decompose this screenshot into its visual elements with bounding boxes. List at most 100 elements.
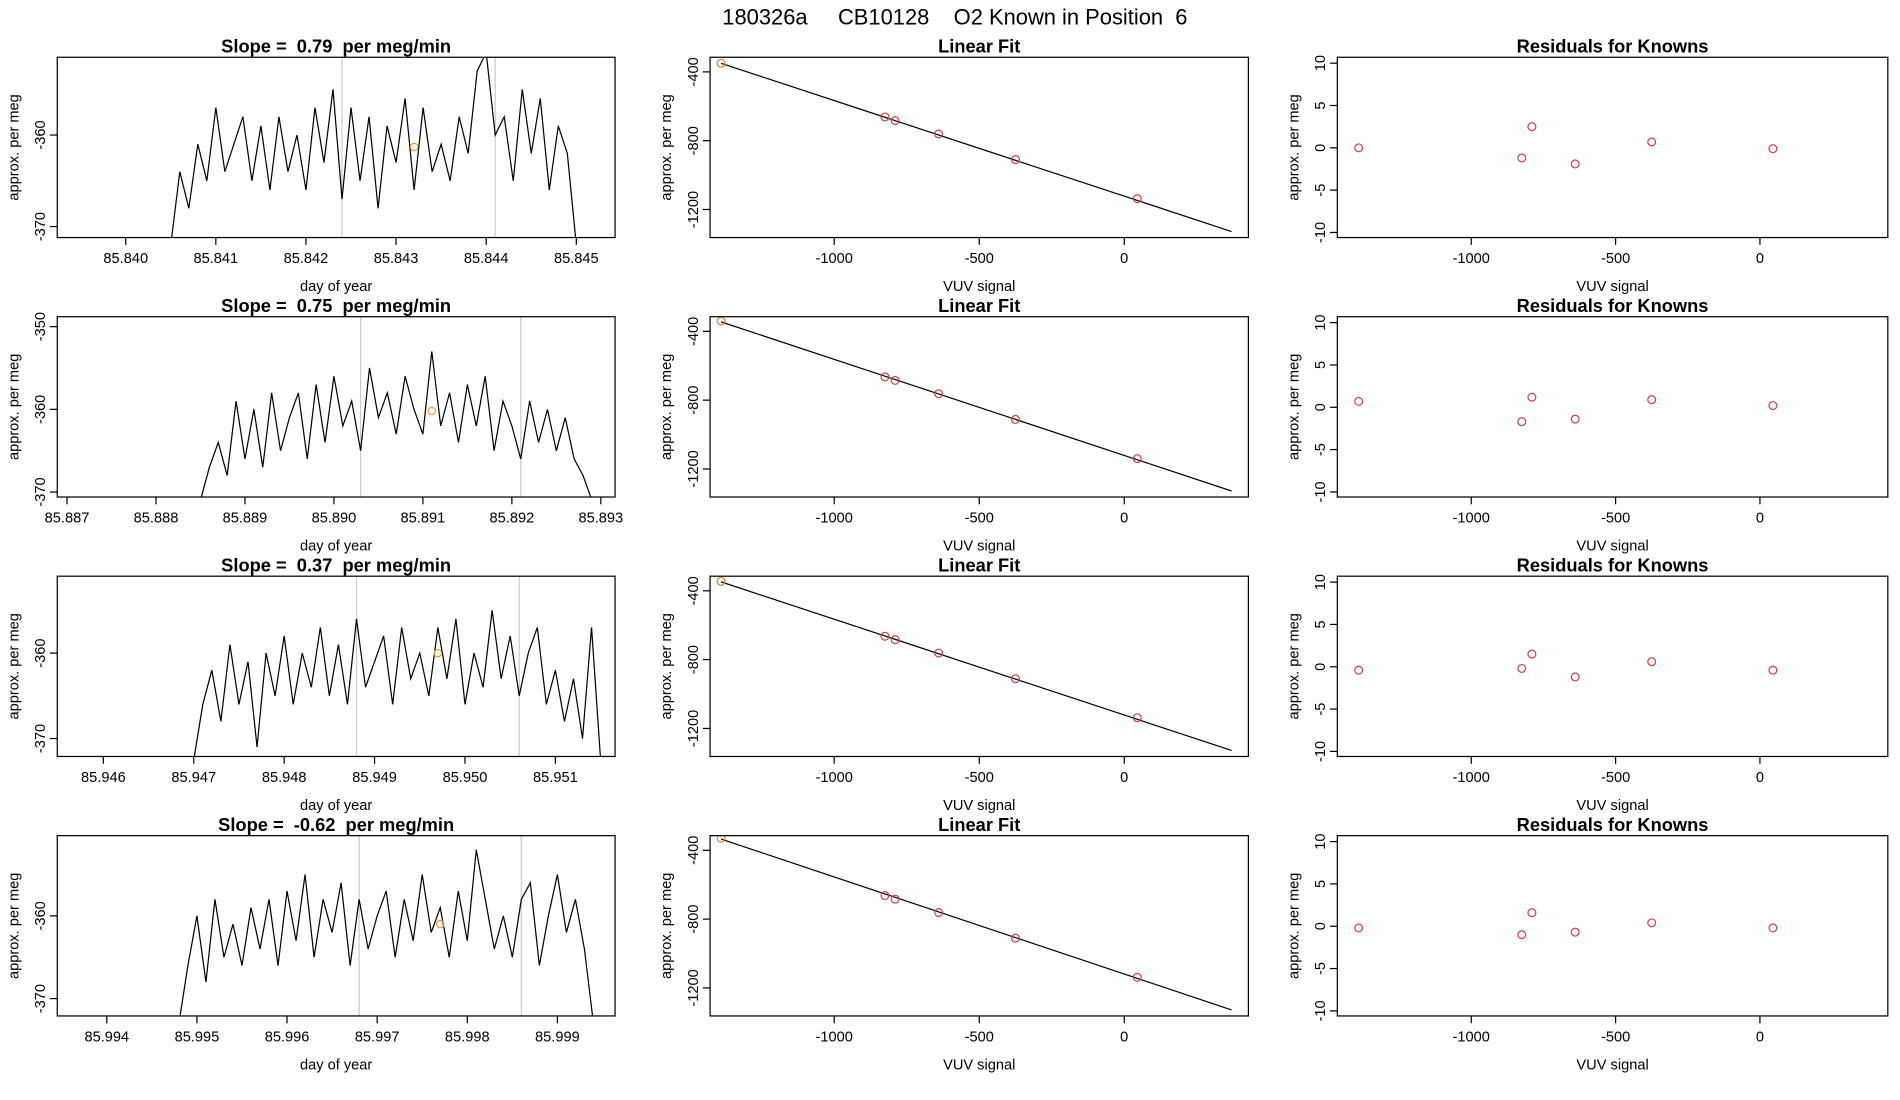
y-tick-label: -360 <box>33 638 49 667</box>
x-tick-label: 85.951 <box>533 770 578 786</box>
x-tick-label: -1000 <box>816 770 853 786</box>
y-tick-label: 5 <box>1313 101 1329 109</box>
point <box>1354 396 1364 406</box>
y-axis-label: approx. per meg <box>6 873 22 979</box>
y-tick-label: -370 <box>33 477 49 506</box>
x-tick-label: 85.995 <box>175 1030 220 1046</box>
y-tick-label: -360 <box>33 120 49 149</box>
y-axis-label: approx. per meg <box>659 354 675 460</box>
x-axis-label: VUV signal <box>1576 798 1648 814</box>
point <box>1527 649 1537 659</box>
data-line <box>171 57 577 238</box>
y-tick-label: -800 <box>686 904 702 933</box>
y-tick-label: 5 <box>1313 620 1329 628</box>
point <box>890 635 900 645</box>
y-tick-label: 0 <box>1313 403 1329 411</box>
plot-area <box>1354 392 1778 427</box>
point <box>1517 153 1527 163</box>
y-axis-label: approx. per meg <box>6 613 22 719</box>
point <box>1132 972 1142 982</box>
x-tick-label: 85.997 <box>355 1030 400 1046</box>
x-axis-label: day of year <box>300 279 372 295</box>
fit-line <box>720 581 1232 752</box>
x-tick-label: -1000 <box>1453 770 1490 786</box>
plot-frame <box>709 575 1250 758</box>
panel-title: Slope = 0.37 per meg/min <box>221 554 451 575</box>
point <box>1527 908 1537 918</box>
x-tick-label: 0 <box>1120 1030 1128 1046</box>
point <box>934 129 944 139</box>
point <box>1132 454 1142 464</box>
point <box>1647 918 1657 928</box>
plot-area <box>200 316 592 498</box>
plot-area <box>716 576 1232 752</box>
x-tick-label: 85.889 <box>223 511 268 527</box>
panel: Slope = -0.62 per meg/min day of year appr… <box>6 814 616 1074</box>
x-tick-label: 85.946 <box>81 770 126 786</box>
y-tick-label: 10 <box>1313 55 1329 71</box>
point <box>716 58 726 68</box>
x-tick-label: 0 <box>1120 511 1128 527</box>
x-tick-label: 85.998 <box>445 1030 490 1046</box>
x-tick-label: 85.887 <box>45 511 90 527</box>
point <box>1768 923 1778 933</box>
y-tick-label: 0 <box>1313 922 1329 930</box>
x-axis-label: day of year <box>300 539 372 555</box>
point <box>890 894 900 904</box>
point <box>1132 713 1142 723</box>
x-tick-label: -500 <box>1601 511 1630 527</box>
panel: Slope = 0.37 per meg/min day of year appro… <box>6 554 616 814</box>
plot-frame <box>709 56 1250 239</box>
x-tick-label: -500 <box>965 511 994 527</box>
x-tick-label: 85.893 <box>578 511 623 527</box>
panel: Linear Fit VUV signal approx. per meg -1000… <box>659 814 1250 1074</box>
data-line <box>193 610 601 757</box>
plot-frame <box>1336 56 1889 239</box>
y-tick-label: -360 <box>33 901 49 930</box>
x-axis-label: VUV signal <box>943 539 1015 555</box>
y-axis-label: approx. per meg <box>659 613 675 719</box>
x-axis-label: VUV signal <box>943 1058 1015 1074</box>
y-tick-label: -1200 <box>686 969 702 1006</box>
plot-area <box>1354 649 1778 682</box>
point <box>1517 930 1527 940</box>
point <box>934 908 944 918</box>
x-tick-label: 0 <box>1756 251 1764 267</box>
point <box>934 389 944 399</box>
point <box>1768 665 1778 675</box>
point <box>1570 927 1580 937</box>
x-tick-label: 85.841 <box>194 251 239 267</box>
point <box>1517 663 1527 673</box>
plot-frame <box>56 316 616 498</box>
y-tick-label: 5 <box>1313 361 1329 369</box>
panel: Linear Fit VUV signal approx. per meg -1000… <box>659 295 1250 555</box>
y-tick-label: 10 <box>1313 315 1329 331</box>
fit-line <box>720 321 1232 492</box>
point <box>1570 159 1580 169</box>
point <box>890 375 900 385</box>
x-tick-label: 85.890 <box>312 511 357 527</box>
x-tick-label: -1000 <box>1453 511 1490 527</box>
highlight-point <box>433 648 443 658</box>
y-axis-label: approx. per meg <box>1286 354 1302 460</box>
figure-title: 180326a CB10128 O2 Known in Position 6 <box>722 4 1187 29</box>
point <box>880 631 890 641</box>
y-tick-label: -370 <box>33 212 49 241</box>
plot-frame <box>56 575 616 758</box>
x-axis-label: VUV signal <box>1576 279 1648 295</box>
point <box>880 112 890 122</box>
plot-frame <box>1336 575 1889 758</box>
x-tick-label: 0 <box>1120 770 1128 786</box>
y-tick-label: -10 <box>1313 481 1329 502</box>
panel-title: Linear Fit <box>938 35 1020 56</box>
point <box>1647 657 1657 667</box>
x-tick-label: 85.949 <box>352 770 397 786</box>
point <box>1354 923 1364 933</box>
point <box>1768 401 1778 411</box>
x-tick-label: -500 <box>1601 770 1630 786</box>
point <box>1647 395 1657 405</box>
plot-frame <box>1336 316 1889 498</box>
x-tick-label: 0 <box>1120 251 1128 267</box>
point <box>880 372 890 382</box>
highlight-point <box>409 142 419 152</box>
